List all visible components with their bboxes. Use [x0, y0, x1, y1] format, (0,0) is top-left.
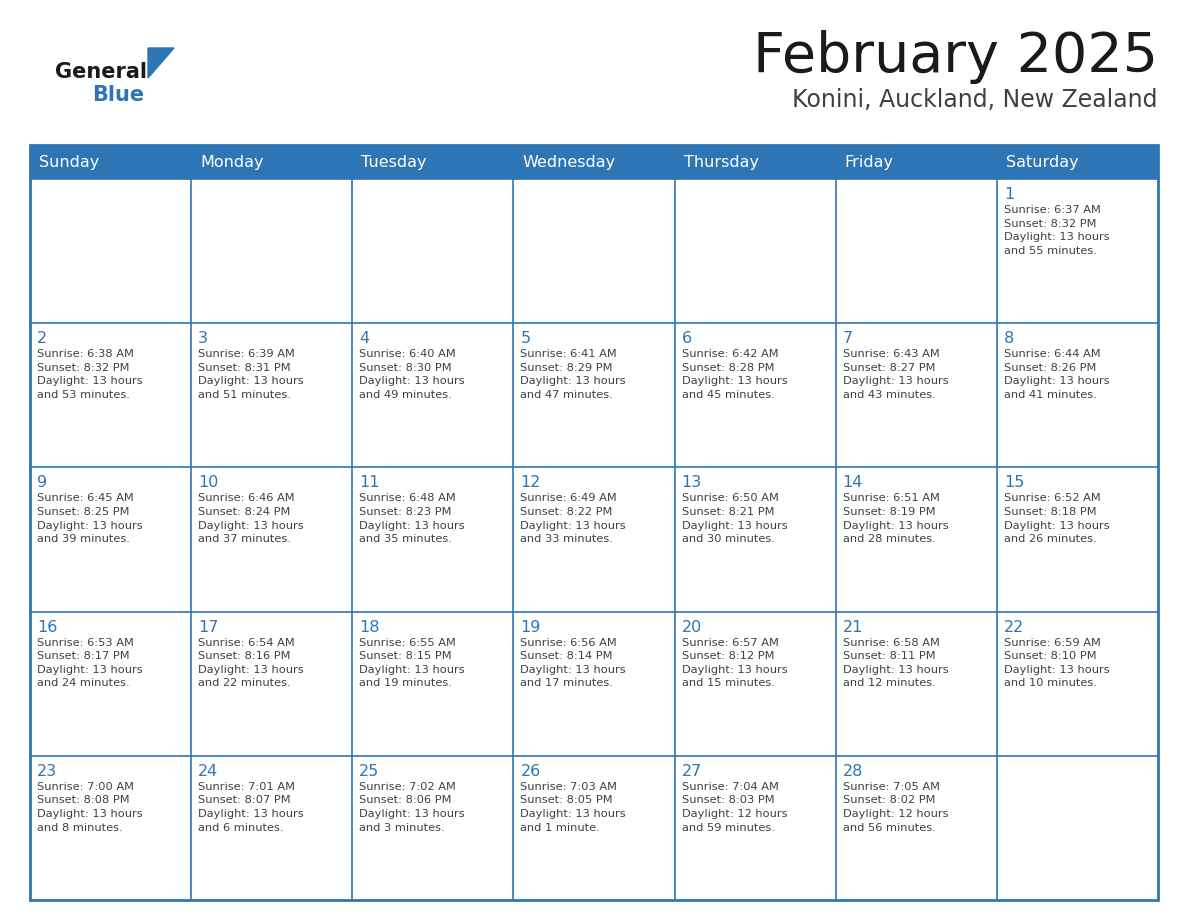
Text: Sunrise: 7:00 AM
Sunset: 8:08 PM
Daylight: 13 hours
and 8 minutes.: Sunrise: 7:00 AM Sunset: 8:08 PM Dayligh…: [37, 782, 143, 833]
Text: Sunrise: 6:40 AM
Sunset: 8:30 PM
Daylight: 13 hours
and 49 minutes.: Sunrise: 6:40 AM Sunset: 8:30 PM Dayligh…: [359, 349, 465, 400]
Text: Blue: Blue: [91, 85, 144, 105]
Text: Sunrise: 6:46 AM
Sunset: 8:24 PM
Daylight: 13 hours
and 37 minutes.: Sunrise: 6:46 AM Sunset: 8:24 PM Dayligh…: [198, 493, 304, 544]
Text: 14: 14: [842, 476, 864, 490]
Text: Sunrise: 6:39 AM
Sunset: 8:31 PM
Daylight: 13 hours
and 51 minutes.: Sunrise: 6:39 AM Sunset: 8:31 PM Dayligh…: [198, 349, 304, 400]
Text: Sunrise: 6:45 AM
Sunset: 8:25 PM
Daylight: 13 hours
and 39 minutes.: Sunrise: 6:45 AM Sunset: 8:25 PM Dayligh…: [37, 493, 143, 544]
Text: Sunrise: 6:37 AM
Sunset: 8:32 PM
Daylight: 13 hours
and 55 minutes.: Sunrise: 6:37 AM Sunset: 8:32 PM Dayligh…: [1004, 205, 1110, 256]
Text: 25: 25: [359, 764, 379, 778]
Text: Sunrise: 6:58 AM
Sunset: 8:11 PM
Daylight: 13 hours
and 12 minutes.: Sunrise: 6:58 AM Sunset: 8:11 PM Dayligh…: [842, 638, 948, 688]
Text: Sunrise: 6:48 AM
Sunset: 8:23 PM
Daylight: 13 hours
and 35 minutes.: Sunrise: 6:48 AM Sunset: 8:23 PM Dayligh…: [359, 493, 465, 544]
Text: 24: 24: [198, 764, 219, 778]
Text: 3: 3: [198, 331, 208, 346]
Text: 15: 15: [1004, 476, 1024, 490]
Text: 20: 20: [682, 620, 702, 634]
Text: 27: 27: [682, 764, 702, 778]
Text: Sunrise: 7:01 AM
Sunset: 8:07 PM
Daylight: 13 hours
and 6 minutes.: Sunrise: 7:01 AM Sunset: 8:07 PM Dayligh…: [198, 782, 304, 833]
Text: 12: 12: [520, 476, 541, 490]
Text: 19: 19: [520, 620, 541, 634]
Text: 22: 22: [1004, 620, 1024, 634]
Text: 8: 8: [1004, 331, 1015, 346]
Text: Sunrise: 7:03 AM
Sunset: 8:05 PM
Daylight: 13 hours
and 1 minute.: Sunrise: 7:03 AM Sunset: 8:05 PM Dayligh…: [520, 782, 626, 833]
Text: 5: 5: [520, 331, 531, 346]
Text: Tuesday: Tuesday: [361, 154, 426, 170]
Text: Wednesday: Wednesday: [523, 154, 615, 170]
Text: Sunrise: 6:53 AM
Sunset: 8:17 PM
Daylight: 13 hours
and 24 minutes.: Sunrise: 6:53 AM Sunset: 8:17 PM Dayligh…: [37, 638, 143, 688]
Text: February 2025: February 2025: [753, 30, 1158, 84]
Text: 28: 28: [842, 764, 864, 778]
Text: 4: 4: [359, 331, 369, 346]
Text: Friday: Friday: [845, 154, 893, 170]
Text: Sunrise: 6:57 AM
Sunset: 8:12 PM
Daylight: 13 hours
and 15 minutes.: Sunrise: 6:57 AM Sunset: 8:12 PM Dayligh…: [682, 638, 788, 688]
Text: Saturday: Saturday: [1006, 154, 1079, 170]
Text: 18: 18: [359, 620, 380, 634]
Polygon shape: [148, 48, 173, 78]
Text: Konini, Auckland, New Zealand: Konini, Auckland, New Zealand: [792, 88, 1158, 112]
Bar: [30, 145, 1158, 179]
Text: Sunrise: 6:56 AM
Sunset: 8:14 PM
Daylight: 13 hours
and 17 minutes.: Sunrise: 6:56 AM Sunset: 8:14 PM Dayligh…: [520, 638, 626, 688]
Text: Sunrise: 6:52 AM
Sunset: 8:18 PM
Daylight: 13 hours
and 26 minutes.: Sunrise: 6:52 AM Sunset: 8:18 PM Dayligh…: [1004, 493, 1110, 544]
Text: Sunrise: 6:51 AM
Sunset: 8:19 PM
Daylight: 13 hours
and 28 minutes.: Sunrise: 6:51 AM Sunset: 8:19 PM Dayligh…: [842, 493, 948, 544]
Text: Sunrise: 6:44 AM
Sunset: 8:26 PM
Daylight: 13 hours
and 41 minutes.: Sunrise: 6:44 AM Sunset: 8:26 PM Dayligh…: [1004, 349, 1110, 400]
Text: 13: 13: [682, 476, 702, 490]
Text: 11: 11: [359, 476, 380, 490]
Bar: [30, 145, 1158, 900]
Text: General: General: [55, 62, 147, 82]
Text: Sunrise: 7:04 AM
Sunset: 8:03 PM
Daylight: 12 hours
and 59 minutes.: Sunrise: 7:04 AM Sunset: 8:03 PM Dayligh…: [682, 782, 788, 833]
Text: Sunrise: 6:50 AM
Sunset: 8:21 PM
Daylight: 13 hours
and 30 minutes.: Sunrise: 6:50 AM Sunset: 8:21 PM Dayligh…: [682, 493, 788, 544]
Text: 17: 17: [198, 620, 219, 634]
Text: Thursday: Thursday: [683, 154, 759, 170]
Text: 2: 2: [37, 331, 48, 346]
Text: Sunrise: 6:41 AM
Sunset: 8:29 PM
Daylight: 13 hours
and 47 minutes.: Sunrise: 6:41 AM Sunset: 8:29 PM Dayligh…: [520, 349, 626, 400]
Text: Sunrise: 6:59 AM
Sunset: 8:10 PM
Daylight: 13 hours
and 10 minutes.: Sunrise: 6:59 AM Sunset: 8:10 PM Dayligh…: [1004, 638, 1110, 688]
Text: 10: 10: [198, 476, 219, 490]
Text: Monday: Monday: [200, 154, 264, 170]
Text: Sunrise: 6:55 AM
Sunset: 8:15 PM
Daylight: 13 hours
and 19 minutes.: Sunrise: 6:55 AM Sunset: 8:15 PM Dayligh…: [359, 638, 465, 688]
Text: Sunday: Sunday: [39, 154, 100, 170]
Text: 1: 1: [1004, 187, 1015, 202]
Text: 16: 16: [37, 620, 57, 634]
Text: Sunrise: 6:38 AM
Sunset: 8:32 PM
Daylight: 13 hours
and 53 minutes.: Sunrise: 6:38 AM Sunset: 8:32 PM Dayligh…: [37, 349, 143, 400]
Text: 6: 6: [682, 331, 691, 346]
Text: Sunrise: 7:05 AM
Sunset: 8:02 PM
Daylight: 12 hours
and 56 minutes.: Sunrise: 7:05 AM Sunset: 8:02 PM Dayligh…: [842, 782, 948, 833]
Text: 9: 9: [37, 476, 48, 490]
Text: Sunrise: 6:54 AM
Sunset: 8:16 PM
Daylight: 13 hours
and 22 minutes.: Sunrise: 6:54 AM Sunset: 8:16 PM Dayligh…: [198, 638, 304, 688]
Text: 26: 26: [520, 764, 541, 778]
Text: Sunrise: 6:49 AM
Sunset: 8:22 PM
Daylight: 13 hours
and 33 minutes.: Sunrise: 6:49 AM Sunset: 8:22 PM Dayligh…: [520, 493, 626, 544]
Text: 21: 21: [842, 620, 864, 634]
Text: Sunrise: 6:43 AM
Sunset: 8:27 PM
Daylight: 13 hours
and 43 minutes.: Sunrise: 6:43 AM Sunset: 8:27 PM Dayligh…: [842, 349, 948, 400]
Text: Sunrise: 7:02 AM
Sunset: 8:06 PM
Daylight: 13 hours
and 3 minutes.: Sunrise: 7:02 AM Sunset: 8:06 PM Dayligh…: [359, 782, 465, 833]
Text: Sunrise: 6:42 AM
Sunset: 8:28 PM
Daylight: 13 hours
and 45 minutes.: Sunrise: 6:42 AM Sunset: 8:28 PM Dayligh…: [682, 349, 788, 400]
Text: 7: 7: [842, 331, 853, 346]
Text: 23: 23: [37, 764, 57, 778]
